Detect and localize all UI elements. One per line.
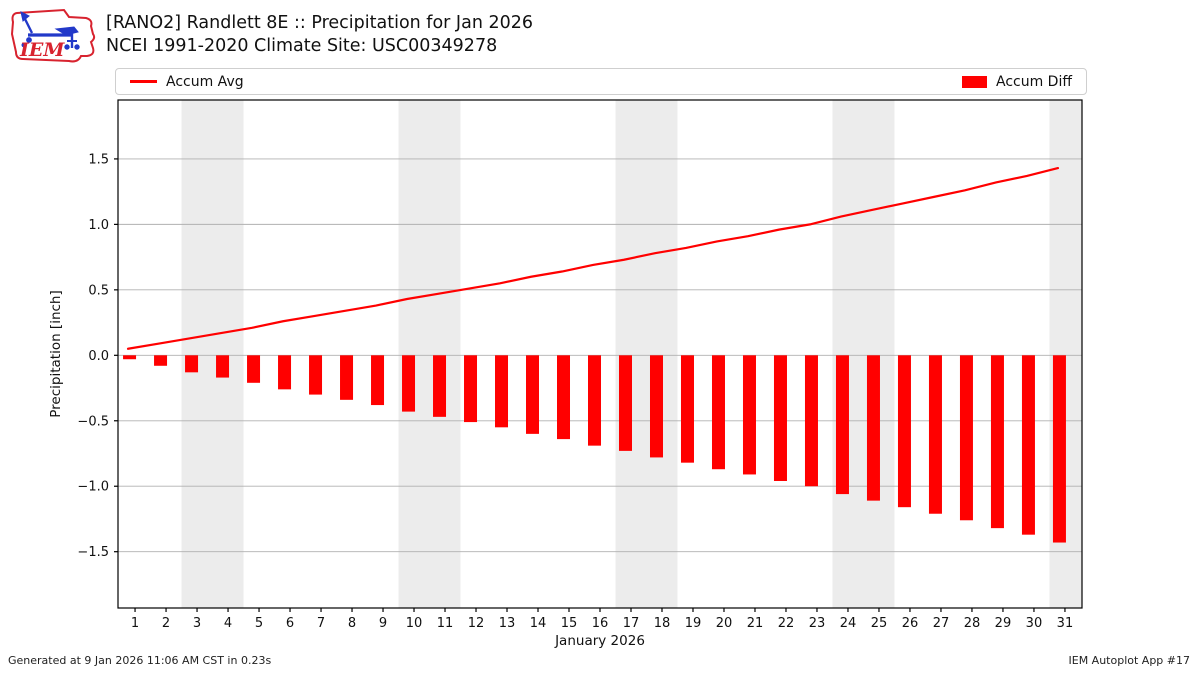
x-tick-label: 30 [1026, 616, 1043, 631]
accum-diff-bar [247, 355, 261, 383]
accum-diff-bar [711, 355, 725, 470]
logo-text: IEM [19, 39, 65, 61]
accum-diff-bar [959, 355, 973, 521]
accum-diff-bar [1052, 355, 1066, 543]
y-tick-label: −1.5 [77, 545, 109, 560]
x-tick-label: 18 [654, 616, 671, 631]
legend-item-accum-avg: Accum Avg [130, 74, 244, 90]
iem-logo: IEM [10, 8, 96, 63]
accum-diff-bar [340, 355, 354, 400]
x-tick-label: 15 [561, 616, 578, 631]
x-tick-label: 5 [255, 616, 263, 631]
chart-legend: Accum Avg Accum Diff [115, 68, 1087, 95]
accum-diff-bar [680, 355, 694, 463]
app-credit: IEM Autoplot App #17 [1068, 654, 1191, 667]
y-tick-label: −1.0 [77, 480, 109, 495]
accum-avg-label: Accum Avg [166, 73, 244, 90]
accum-diff-bar [185, 355, 199, 373]
x-tick-label: 12 [468, 616, 485, 631]
chart-subtitle: NCEI 1991-2020 Climate Site: USC00349278 [106, 36, 498, 56]
accum-diff-bar [897, 355, 911, 508]
x-tick-label: 27 [933, 616, 950, 631]
y-axis-label: Precipitation [inch] [48, 290, 64, 418]
x-tick-label: 8 [348, 616, 356, 631]
x-tick-label: 19 [685, 616, 702, 631]
accum-diff-box-swatch [961, 75, 987, 88]
accum-diff-label: Accum Diff [995, 73, 1072, 90]
accum-diff-bar [618, 355, 632, 451]
x-tick-label: 24 [840, 616, 857, 631]
accum-diff-bar [649, 355, 663, 458]
accum-diff-bar [123, 355, 137, 360]
x-tick-label: 11 [437, 616, 454, 631]
x-tick-label: 1 [131, 616, 139, 631]
accum-diff-bar [371, 355, 385, 406]
accum-diff-bar [928, 355, 942, 514]
accum-diff-bar [464, 355, 478, 423]
chart-title: [RANO2] Randlett 8E :: Precipitation for… [106, 13, 534, 33]
accum-avg-line-swatch [130, 80, 157, 83]
accum-diff-bar [835, 355, 849, 495]
x-tick-label: 14 [530, 616, 547, 631]
accum-diff-bar [588, 355, 601, 446]
generated-timestamp: Generated at 9 Jan 2026 11:06 AM CST in … [8, 654, 272, 667]
accum-diff-bar [557, 355, 571, 440]
x-tick-label: 4 [224, 616, 232, 631]
accum-diff-bar [804, 355, 818, 487]
accum-diff-bar [1021, 355, 1035, 535]
x-tick-label: 2 [162, 616, 170, 631]
y-tick-label: 0.5 [88, 283, 109, 298]
x-tick-label: 16 [592, 616, 609, 631]
y-tick-label: 1.5 [88, 152, 109, 167]
accum-diff-bar [773, 355, 787, 481]
x-axis-label: January 2026 [554, 633, 645, 649]
accum-diff-bar [742, 355, 756, 475]
y-tick-label: 0.0 [88, 349, 109, 364]
y-tick-label: 1.0 [88, 218, 109, 233]
accum-diff-bar [990, 355, 1004, 529]
x-tick-label: 26 [902, 616, 919, 631]
weekend-band [181, 100, 244, 608]
legend-item-accum-diff: Accum Diff [961, 73, 1072, 90]
x-tick-label: 17 [623, 616, 640, 631]
x-tick-label: 23 [809, 616, 826, 631]
accum-avg-line [126, 166, 1060, 350]
accum-diff-bar [278, 355, 292, 390]
accum-diff-bar [433, 355, 447, 417]
accum-diff-bar [526, 355, 540, 434]
weekend-band [398, 100, 461, 608]
y-tick-label: −0.5 [77, 414, 109, 429]
x-tick-label: 21 [747, 616, 764, 631]
x-tick-label: 9 [379, 616, 387, 631]
x-tick-label: 6 [286, 616, 294, 631]
chart-header: [RANO2] Randlett 8E :: Precipitation for… [106, 12, 533, 58]
x-tick-label: 22 [778, 616, 795, 631]
weekend-band [832, 100, 895, 608]
x-tick-label: 31 [1057, 616, 1074, 631]
x-tick-label: 13 [499, 616, 516, 631]
accum-diff-bar [866, 355, 880, 501]
weekend-band [615, 100, 678, 608]
accum-diff-bar [216, 355, 230, 378]
accum-diff-bar [495, 355, 509, 428]
weather-vane-icon [20, 11, 80, 50]
x-tick-label: 28 [964, 616, 981, 631]
x-tick-label: 29 [995, 616, 1012, 631]
accum-diff-bar [402, 355, 416, 412]
x-tick-label: 10 [406, 616, 423, 631]
x-tick-label: 3 [193, 616, 201, 631]
plot-border [117, 99, 1083, 609]
x-tick-label: 7 [317, 616, 325, 631]
accum-diff-bar [309, 355, 323, 395]
accum-diff-bar [154, 355, 168, 366]
weekend-band [1049, 100, 1082, 608]
x-tick-label: 25 [871, 616, 888, 631]
x-tick-label: 20 [716, 616, 733, 631]
